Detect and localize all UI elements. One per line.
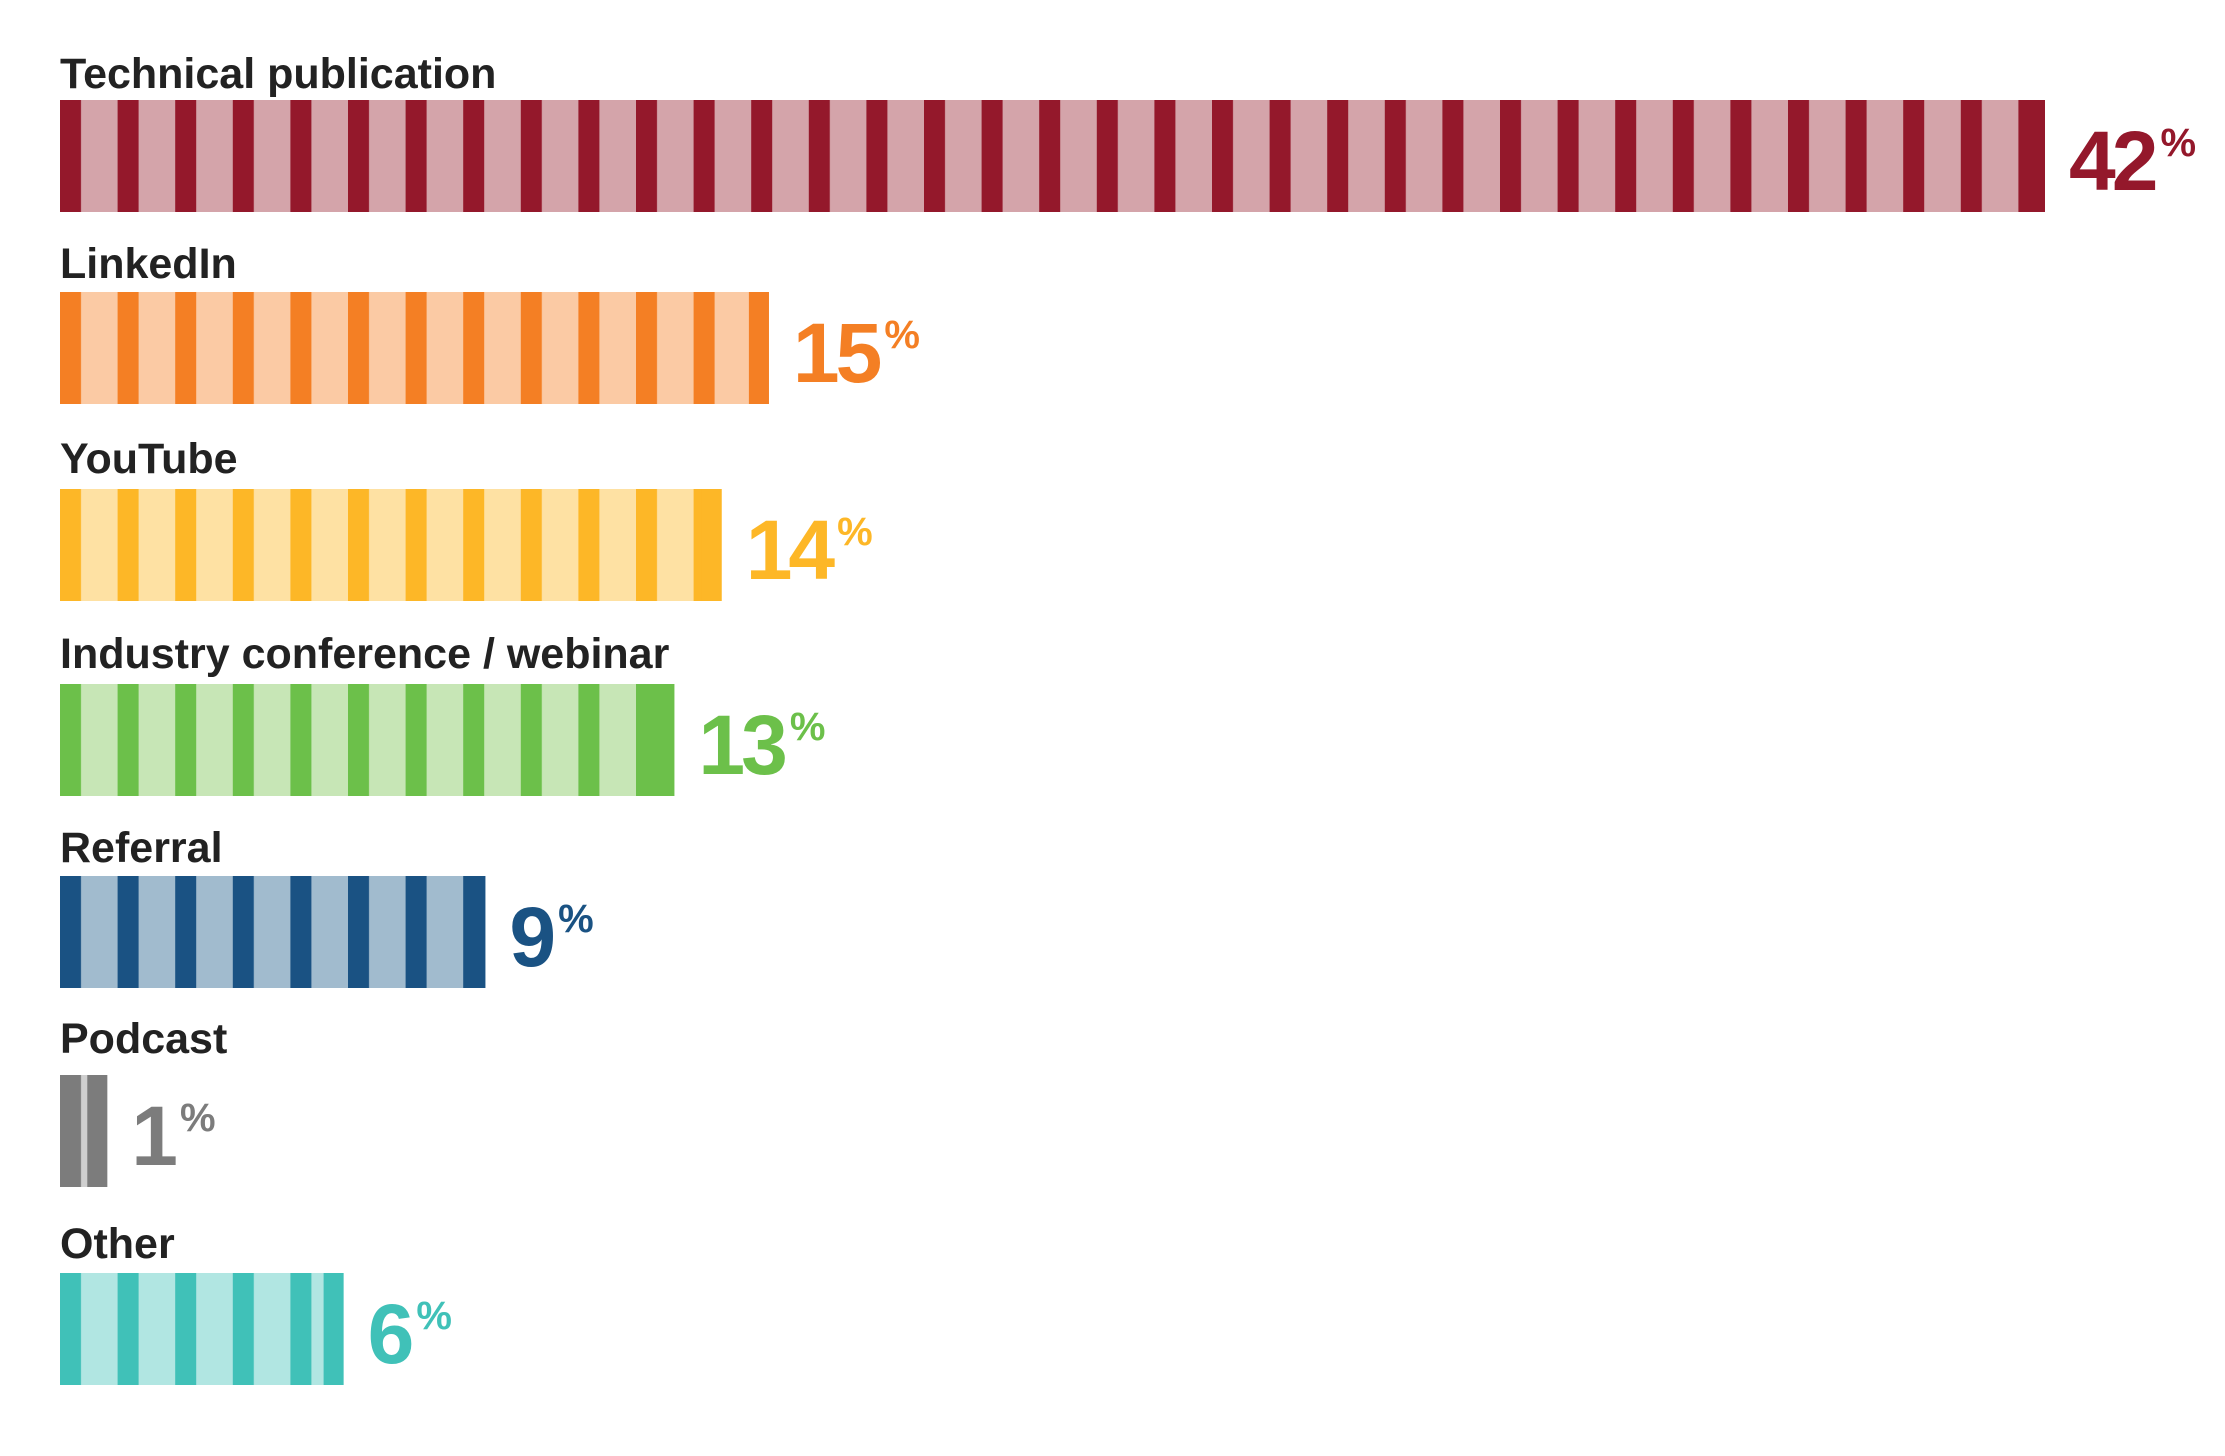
value-percent-sign: % — [416, 1294, 452, 1338]
category-label: Industry conference / webinar — [60, 630, 670, 678]
value-percent-sign: % — [790, 705, 826, 749]
bar — [60, 876, 486, 988]
value-percent-sign: % — [180, 1096, 216, 1140]
bar-end-cap — [654, 684, 675, 796]
bar — [60, 684, 675, 796]
value-label: 6% — [368, 1287, 452, 1381]
bars-group: Technical publication 42 % LinkedIn 15 % YouTu… — [60, 50, 2196, 1385]
bar-end-cap — [2025, 100, 2045, 212]
bar-end-cap — [323, 1273, 344, 1385]
category-label: LinkedIn — [60, 240, 237, 288]
bar-end-cap — [748, 292, 769, 404]
bar-end-cap — [701, 489, 722, 601]
bar-end-cap — [465, 876, 486, 988]
value-number: 42 — [2069, 114, 2156, 208]
bar — [60, 489, 722, 601]
value-number: 15 — [793, 306, 881, 400]
value-label: 42% — [2069, 114, 2196, 208]
value-label: 13% — [698, 698, 825, 792]
value-number: 9 — [509, 890, 553, 984]
value-percent-sign: % — [884, 313, 920, 357]
bar — [60, 292, 769, 404]
category-label: Referral — [60, 824, 223, 872]
value-number: 14 — [746, 503, 836, 597]
value-label: 15% — [793, 306, 920, 400]
bar — [60, 1273, 344, 1385]
value-percent-sign: % — [837, 510, 873, 554]
value-label: 14% — [746, 503, 873, 597]
value-number: 13 — [698, 698, 785, 792]
category-label: YouTube — [60, 435, 238, 483]
value-label: 9% — [509, 890, 593, 984]
category-label: Technical publication — [60, 50, 496, 98]
category-label: Podcast — [60, 1015, 227, 1063]
bar-end-cap — [87, 1075, 108, 1187]
value-percent-sign: % — [558, 897, 594, 941]
value-percent-sign: % — [2160, 121, 2196, 165]
value-number: 6 — [368, 1287, 412, 1381]
value-label: 1% — [131, 1089, 215, 1183]
bar — [60, 100, 2045, 212]
category-label: Other — [60, 1220, 175, 1268]
value-number: 1 — [131, 1089, 176, 1183]
